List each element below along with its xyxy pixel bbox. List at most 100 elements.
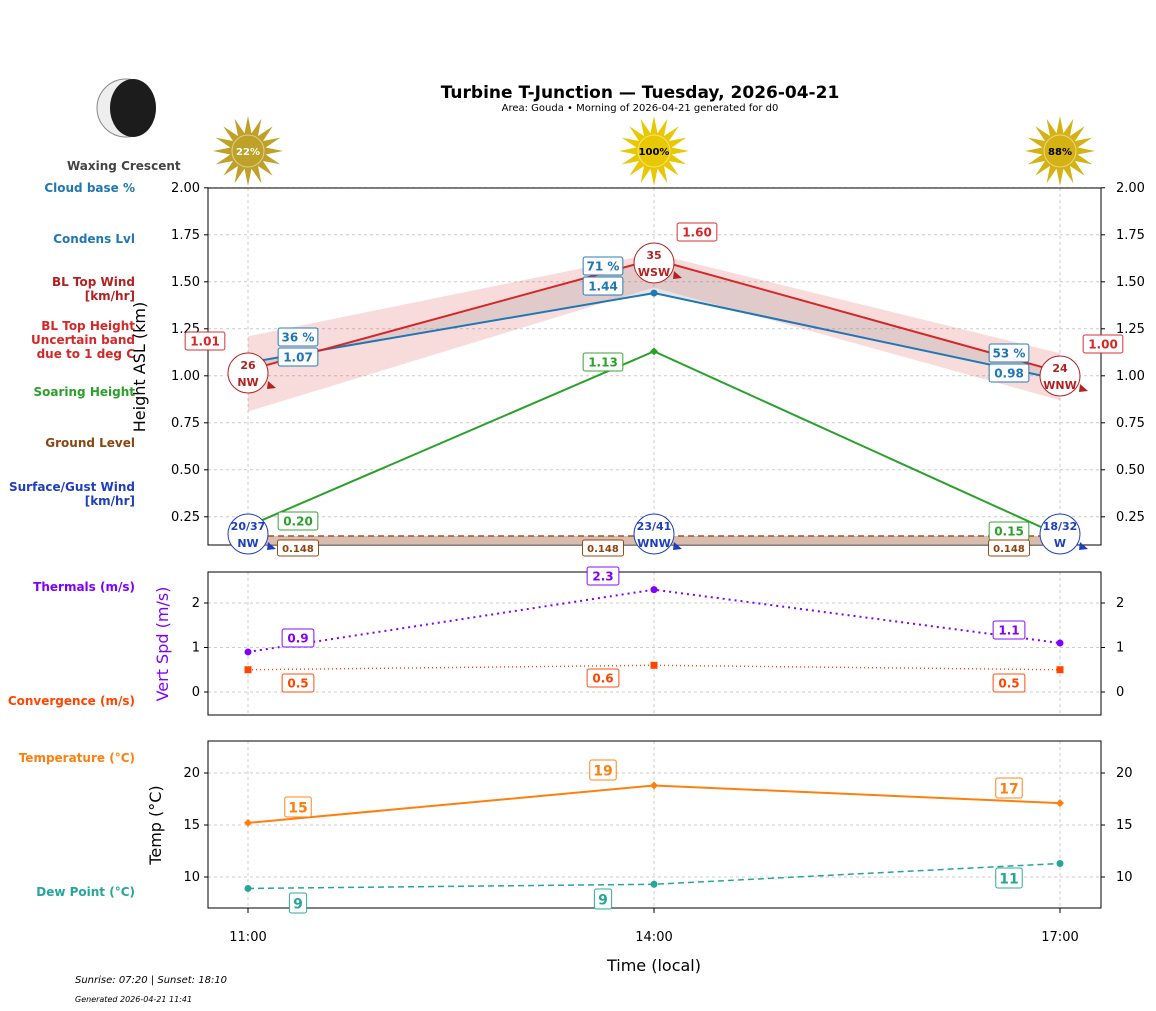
bl-wind-speed: 26	[240, 359, 256, 372]
surface-wind-speed: 20/37	[231, 520, 266, 533]
moon-shadow-icon	[110, 79, 156, 137]
temperature-label: 19	[593, 763, 612, 779]
thermals-label: 2.3	[592, 570, 613, 584]
x-tick-label: 11:00	[229, 930, 266, 945]
thermals-label: 0.9	[287, 632, 308, 646]
convergence-label: 0.6	[592, 672, 613, 686]
sun-disc	[637, 134, 671, 168]
convergence-label: 0.5	[998, 677, 1019, 691]
dewpoint-line-marker	[650, 880, 658, 888]
height-panel-ytick-label-right: 0.75	[1116, 416, 1145, 431]
condens-level-label-box	[582, 276, 624, 296]
generated-time: Generated 2026-04-21 11:41	[75, 995, 193, 1004]
convergence-line	[247, 664, 1061, 671]
cloud-base-pct-label: 71 %	[587, 260, 620, 274]
surface-wind-circle	[1039, 513, 1081, 555]
surface-wind-arrow-icon	[267, 542, 276, 550]
bl-top-label-box	[184, 331, 226, 351]
bl-wind-speed: 35	[646, 249, 661, 262]
height-panel-ytick-label: 0.50	[171, 463, 200, 478]
sun-disc	[231, 134, 265, 168]
vert-panel-ytick-label-right: 0	[1116, 685, 1124, 700]
dewpoint-label-box	[995, 867, 1023, 889]
dewpoint-label: 11	[999, 871, 1018, 887]
temperature-label-box	[284, 796, 312, 818]
bl-wind-arrow-icon	[673, 271, 682, 279]
condens-level-label-box	[988, 363, 1030, 383]
temp-panel-ytick-label-right: 15	[1116, 818, 1133, 833]
temperature-label: 17	[999, 781, 1018, 797]
bl-top-label-box	[676, 222, 718, 242]
convergence-line-marker	[1056, 666, 1064, 674]
height-panel-ytick-label-right: 1.00	[1116, 369, 1145, 384]
thermals-label-box	[281, 628, 315, 648]
bl-wind-direction: NW	[237, 376, 258, 389]
bl-top-label-box	[1082, 334, 1124, 354]
sun-percent-label: 88%	[1048, 147, 1072, 158]
label-surface-wind-1: Surface/Gust Wind	[9, 480, 135, 494]
vert-panel-ytick-label: 1	[192, 641, 200, 656]
soaring-height-label: 0.15	[994, 525, 1024, 539]
dewpoint-line-marker	[1056, 859, 1064, 867]
dewpoint-label: 9	[598, 892, 608, 908]
ground-level-label: 0.148	[587, 544, 619, 555]
vert-axis-label: Vert Spd (m/s)	[153, 587, 172, 702]
height-panel-ytick-label: 1.00	[171, 369, 200, 384]
x-tick-label: 14:00	[635, 930, 672, 945]
temp-panel-ytick-label: 15	[183, 818, 200, 833]
label-temperature: Temperature (°C)	[18, 751, 135, 765]
vert-panel-ytick-label-right: 2	[1116, 596, 1124, 611]
height-panel-ytick-label-right: 2.00	[1116, 181, 1145, 196]
bl-wind-arrow-icon	[1079, 384, 1088, 392]
temperature-label: 15	[288, 800, 307, 816]
label-dewpoint: Dew Point (°C)	[36, 885, 135, 899]
height-panel-ytick-label: 0.25	[171, 510, 200, 525]
surface-wind-circle	[633, 513, 675, 555]
bl-wind-arrow-icon	[267, 381, 276, 389]
cloud-base-pct-label: 53 %	[993, 347, 1026, 361]
temp-panel-ytick-label-right: 10	[1116, 870, 1133, 885]
label-bl-wind-1: BL Top Wind	[51, 275, 135, 289]
surface-wind-speed: 18/32	[1043, 520, 1078, 533]
condens-level-label: 1.07	[283, 351, 313, 365]
surface-wind-speed: 23/41	[637, 520, 672, 533]
convergence-label: 0.5	[287, 677, 308, 691]
cloud-base-pct-label-box	[277, 327, 319, 347]
vert-panel-frame	[207, 571, 1102, 716]
convergence-line-marker	[650, 661, 658, 669]
vert-panel-ytick-label: 0	[192, 685, 200, 700]
height-axis-label: Height ASL (km)	[130, 302, 149, 432]
soaring-height-label-box	[277, 511, 319, 531]
cloud-base-pct-label-box	[582, 256, 624, 276]
convergence-label-box	[281, 673, 315, 693]
bl-wind-circle	[1039, 355, 1081, 397]
vert-panel-ytick-label-right: 1	[1116, 641, 1124, 656]
bl-wind-direction: WSW	[638, 266, 670, 279]
bl-top-label: 1.00	[1088, 338, 1118, 352]
label-thermals: Thermals (m/s)	[33, 580, 135, 594]
height-panel-ytick-label: 1.50	[171, 275, 200, 290]
height-panel-ytick-label: 1.75	[171, 228, 200, 243]
height-panel-ytick-label-right: 0.25	[1116, 510, 1145, 525]
moon-phase-label: Waxing Crescent	[67, 159, 181, 173]
height-panel-ytick-label-right: 0.50	[1116, 463, 1145, 478]
surface-wind-direction: NW	[237, 537, 258, 550]
condens-level-label: 0.98	[994, 367, 1024, 381]
dewpoint-label: 9	[293, 896, 303, 912]
ground-level-label-box	[277, 539, 319, 557]
label-bl-wind: BL Top Wind [km/hr]	[52, 275, 135, 303]
temperature-label-box	[995, 777, 1023, 799]
temperature-label-box	[589, 759, 617, 781]
thermals-label-box	[992, 620, 1026, 640]
dewpoint-label-box	[288, 892, 308, 914]
thermals-label: 1.1	[998, 624, 1019, 638]
surface-wind-arrow-icon	[673, 542, 682, 550]
convergence-label-box	[992, 673, 1026, 693]
bl-wind-circle	[227, 352, 269, 394]
bl-wind-direction: WNW	[1043, 379, 1076, 392]
ground-level-label-box	[988, 539, 1030, 557]
bl-top-label: 1.60	[682, 226, 712, 240]
temperature-line-marker	[650, 781, 658, 790]
convergence-line-marker	[244, 666, 252, 674]
